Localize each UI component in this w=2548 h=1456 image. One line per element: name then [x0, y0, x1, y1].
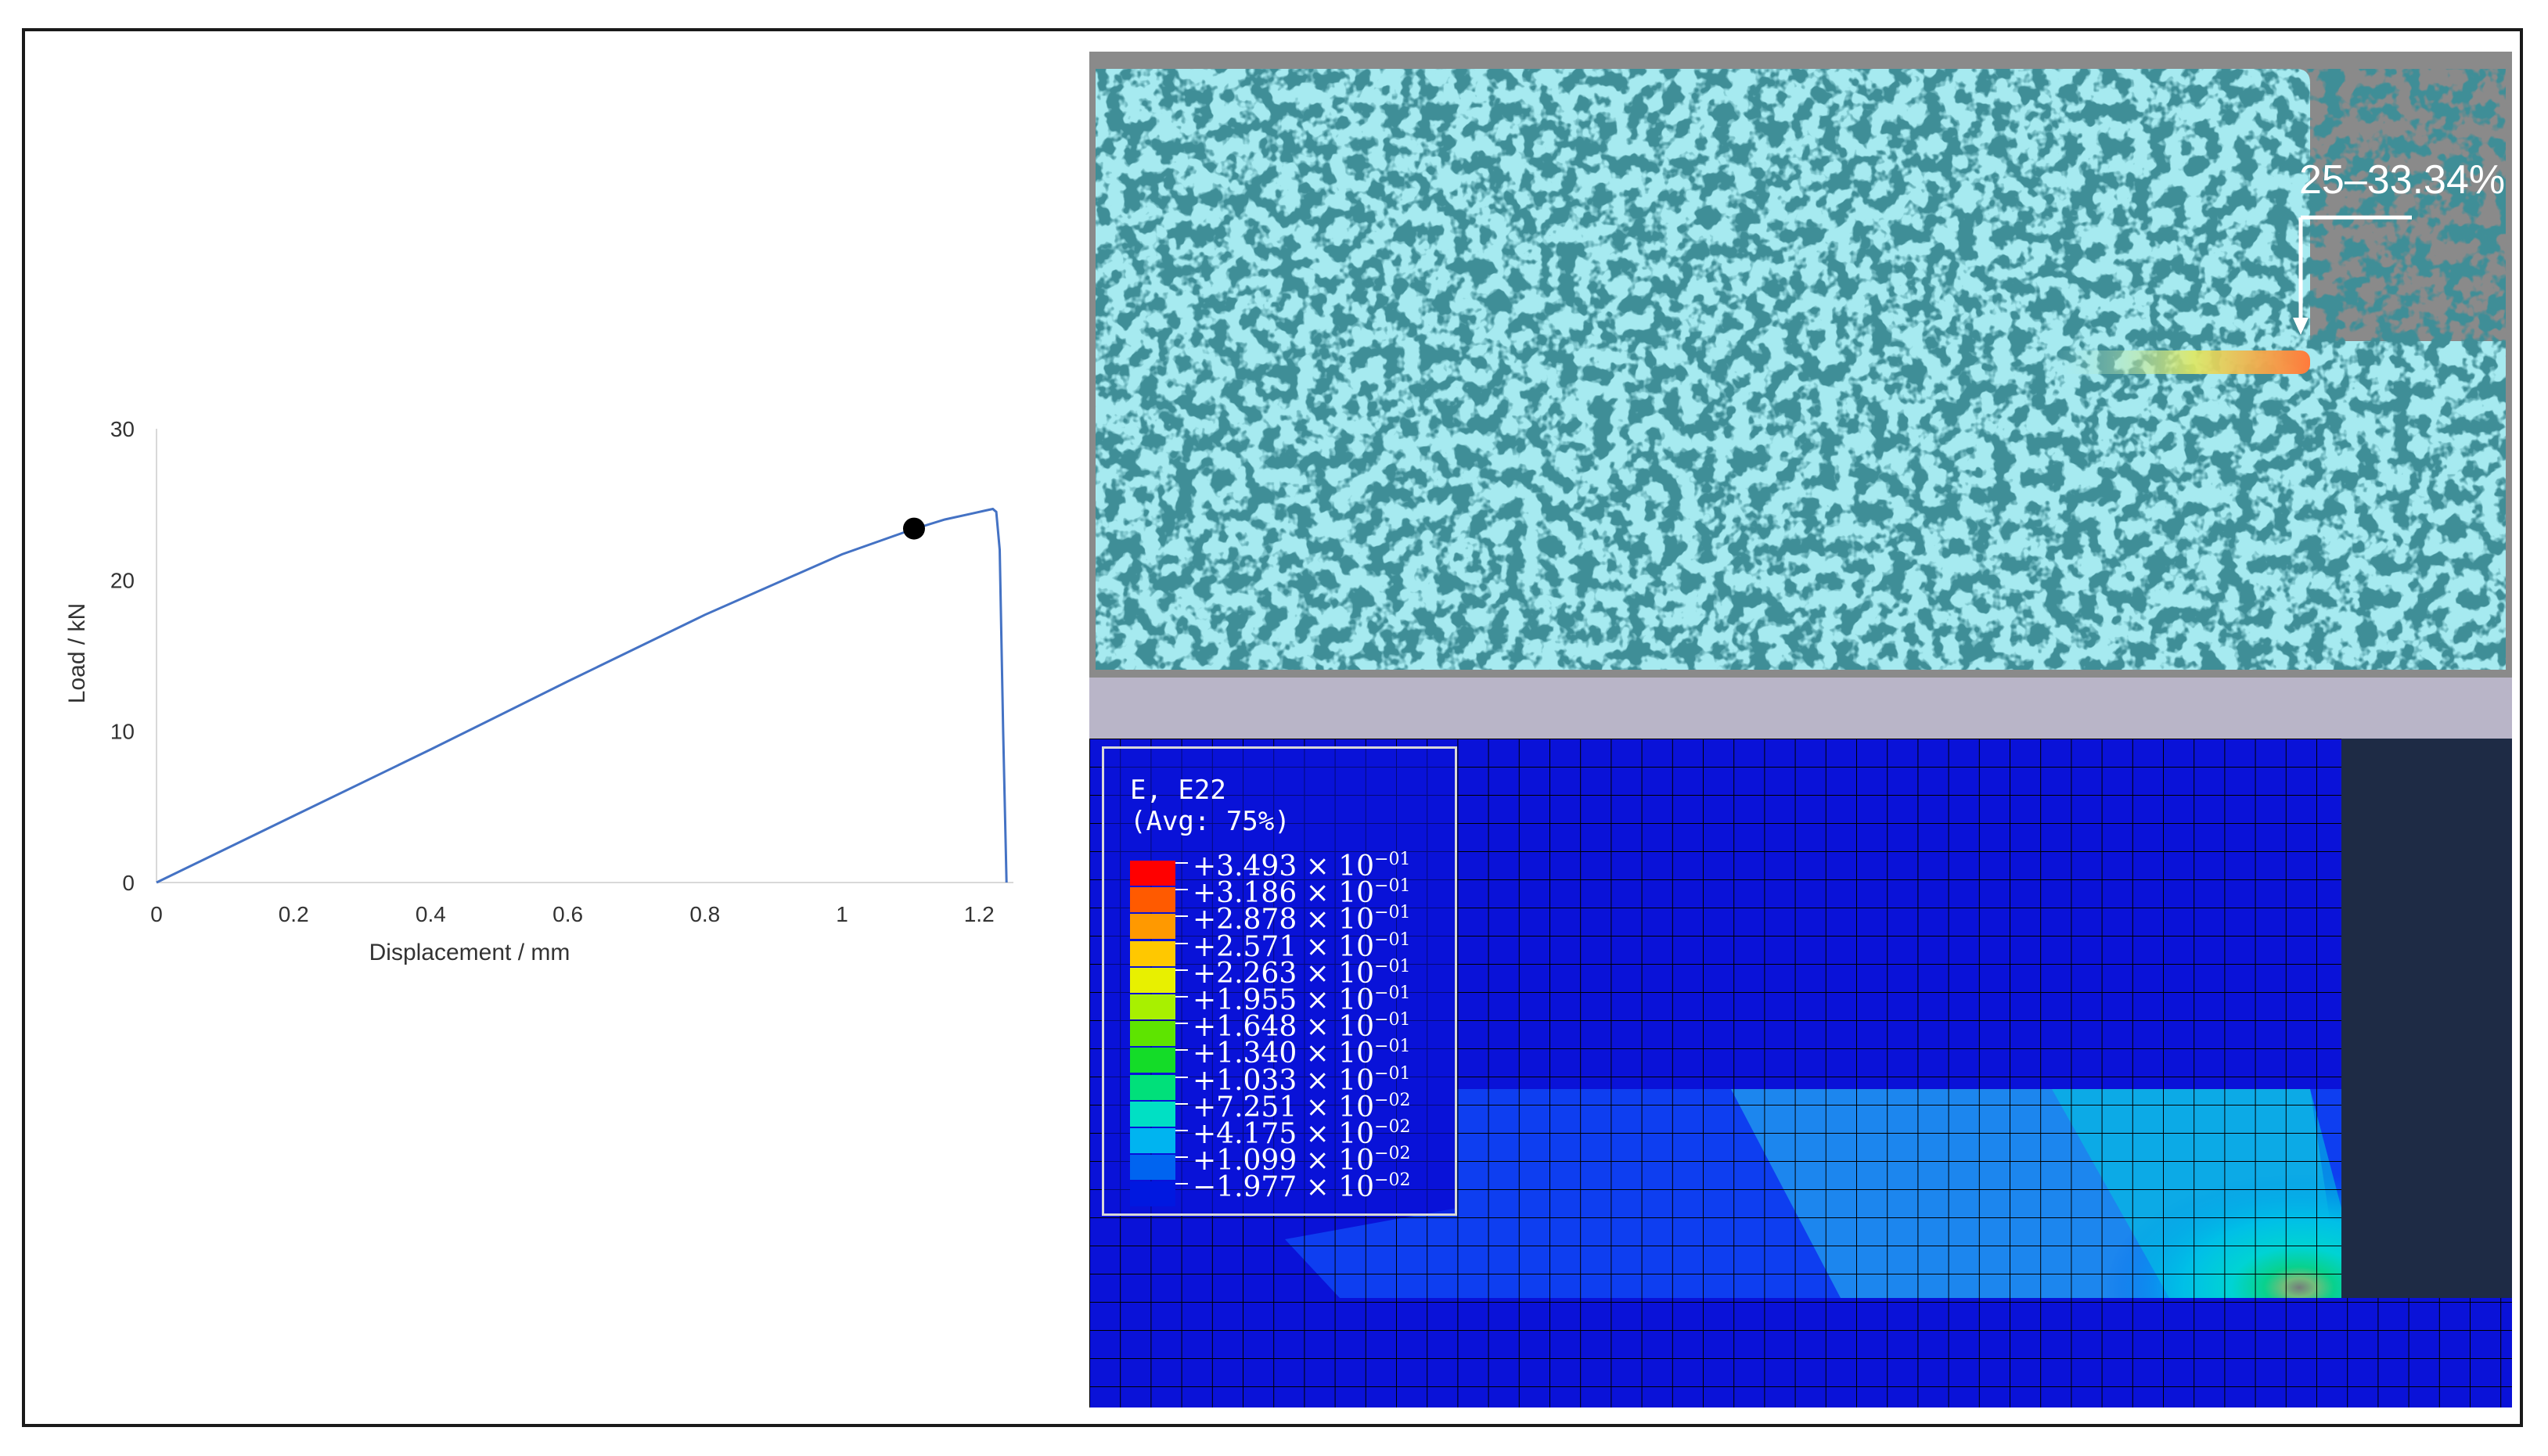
x-tick-label: 1.2	[964, 902, 995, 926]
legend-swatch	[1130, 994, 1175, 1019]
legend-tick	[1175, 1023, 1188, 1025]
legend-tick	[1175, 862, 1188, 864]
x-tick-label: 0.6	[552, 902, 583, 926]
legend-value: +1.648 × 10−01	[1193, 1010, 1411, 1044]
legend-value: +7.251 × 10−02	[1193, 1090, 1411, 1123]
legend-variable: E, E22	[1130, 775, 1226, 806]
legend-swatch	[1130, 940, 1175, 966]
legend-tick	[1175, 915, 1188, 918]
legend-tick	[1175, 1183, 1188, 1185]
y-tick-label: 20	[110, 568, 135, 592]
legend-tick	[1175, 969, 1188, 971]
legend-averaging: (Avg: 75%)	[1130, 806, 1290, 837]
legend-swatch	[1130, 1128, 1175, 1153]
legend-tick	[1175, 1076, 1188, 1078]
x-tick-label: 0.2	[279, 902, 309, 926]
legend-tick	[1175, 1102, 1188, 1105]
legend-value: +2.878 × 10−01	[1193, 903, 1411, 937]
legend-value: +4.175 × 10−02	[1193, 1117, 1411, 1150]
dic-strain-photo	[1089, 52, 2512, 739]
x-axis-title: Displacement / mm	[369, 940, 570, 965]
legend-swatch	[1130, 1048, 1175, 1073]
legend-swatch	[1130, 1021, 1175, 1047]
load-displacement-chart: 0 0.2 0.4 0.6 0.8 1 1.2 0 10 20 30 Displacement / …	[64, 417, 1013, 965]
legend-swatch	[1130, 1101, 1175, 1127]
legend-tick	[1175, 1156, 1188, 1159]
y-axis-title: Load / kN	[64, 603, 90, 703]
y-tick-label: 0	[122, 871, 135, 895]
y-tick-label: 10	[110, 720, 135, 744]
x-tick-label: 0.8	[689, 902, 720, 926]
legend-swatch	[1130, 967, 1175, 993]
legend-tick	[1175, 1049, 1188, 1052]
legend-tick	[1175, 996, 1188, 998]
legend-value: +2.263 × 10−01	[1193, 956, 1411, 990]
x-tick-label: 1	[836, 902, 848, 926]
legend-value: +2.571 × 10−01	[1193, 929, 1411, 963]
dic-specimen-image	[1089, 52, 2512, 739]
x-tick-label: 0	[150, 902, 163, 926]
legend-tick	[1175, 1130, 1188, 1131]
legend-value: +1.340 × 10−01	[1193, 1037, 1411, 1070]
legend-swatch	[1130, 861, 1175, 886]
legend-value: +3.186 × 10−01	[1193, 876, 1411, 910]
legend-swatch	[1130, 914, 1175, 940]
y-tick-label: 30	[110, 417, 135, 441]
legend-swatch	[1130, 1181, 1175, 1207]
legend-swatch	[1130, 1074, 1175, 1100]
legend-swatch	[1130, 887, 1175, 913]
legend-tick	[1175, 889, 1188, 891]
legend-value: +1.955 × 10−01	[1193, 983, 1411, 1016]
legend-value: +1.033 × 10−01	[1193, 1063, 1411, 1097]
series-line	[156, 507, 1008, 884]
legend-tick	[1175, 942, 1188, 944]
failure-point-marker	[902, 517, 925, 540]
legend-swatch	[1130, 1155, 1175, 1181]
crack-strain-annotation: 25–33.34%	[2299, 157, 2506, 203]
legend-value: +1.099 × 10−02	[1193, 1144, 1411, 1177]
legend-value: +3.493 × 10−01	[1193, 850, 1411, 883]
legend-value: −1.977 × 10−02	[1193, 1170, 1411, 1204]
x-tick-label: 0.4	[416, 902, 446, 926]
